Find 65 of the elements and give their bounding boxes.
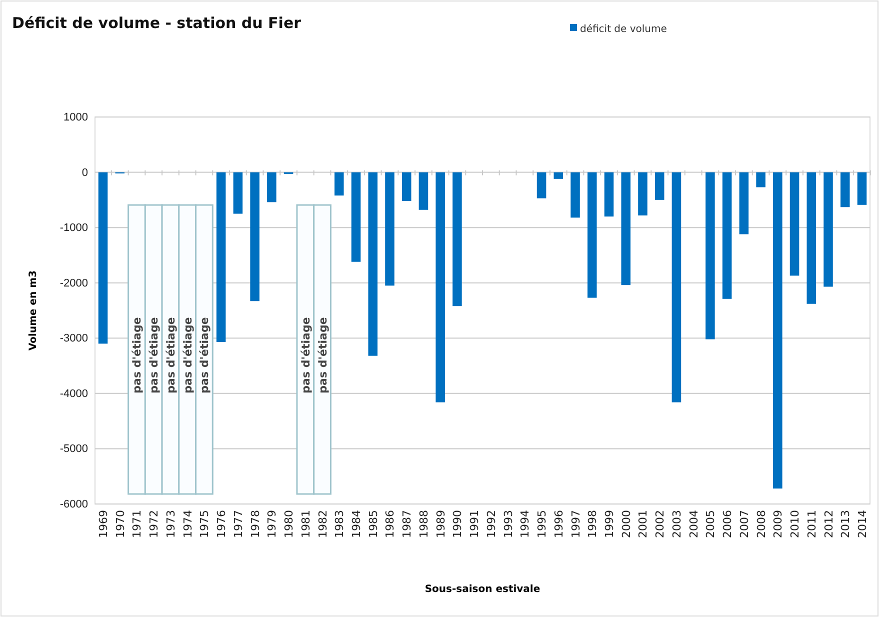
annotation: pas d'étiage — [130, 317, 144, 394]
x-tick-label: 2004 — [687, 510, 700, 538]
x-tick-label: 1976 — [215, 510, 228, 538]
y-tick-label: -6000 — [60, 498, 88, 511]
annotation: pas d'étiage — [316, 317, 330, 394]
x-tick-label: 1995 — [536, 510, 549, 538]
x-tick-label: 1974 — [181, 510, 194, 538]
x-tick-label: 1987 — [400, 510, 414, 538]
x-tick-label: 2012 — [822, 510, 836, 538]
x-tick-label: 2007 — [738, 510, 751, 538]
y-tick-label: -4000 — [60, 388, 88, 400]
chart-title: Déficit de volume - station du Fier — [12, 14, 302, 32]
y-tick-label: -1000 — [60, 222, 88, 234]
x-tick-label: 2011 — [805, 510, 818, 538]
y-tick-label: -3000 — [60, 332, 88, 345]
x-tick-label: 1969 — [97, 510, 110, 538]
legend-label: déficit de volume — [580, 24, 667, 35]
x-tick-label: 1975 — [198, 510, 212, 538]
x-tick-label: 1978 — [248, 510, 262, 538]
annotation: pas d'étiage — [164, 317, 178, 394]
y-tick-label: 0 — [82, 166, 88, 179]
x-tick-label: 1971 — [130, 510, 144, 538]
x-tick-label: 2009 — [772, 510, 785, 538]
annotation: pas d'étiage — [181, 317, 194, 394]
x-tick-label: 1982 — [316, 510, 330, 538]
x-tick-label: 1972 — [148, 510, 161, 538]
x-tick-label: 2006 — [721, 510, 734, 538]
annotation: pas d'étiage — [198, 317, 212, 394]
x-tick-label: 2002 — [654, 510, 667, 538]
x-tick-label: 2005 — [704, 510, 718, 538]
x-tick-label: 1994 — [518, 510, 532, 538]
x-tick-label: 1996 — [552, 510, 566, 538]
x-tick-label: 1983 — [333, 510, 346, 538]
x-tick-label: 1993 — [502, 510, 515, 538]
x-tick-label: 1991 — [468, 510, 482, 538]
x-tick-label: 1986 — [384, 510, 397, 538]
x-tick-label: 2008 — [754, 510, 768, 538]
x-tick-label: 1980 — [282, 510, 296, 538]
x-tick-label: 1988 — [417, 510, 430, 538]
x-tick-label: 1981 — [299, 510, 312, 538]
x-tick-label: 1977 — [232, 510, 245, 538]
x-tick-label: 1999 — [602, 510, 616, 538]
y-axis-title: Volume en m3 — [28, 270, 39, 351]
y-tick-label: 1000 — [64, 112, 88, 124]
y-tick-label: -5000 — [60, 443, 88, 456]
x-tick-label: 2001 — [636, 510, 650, 538]
x-tick-label: 1990 — [451, 510, 464, 538]
x-tick-label: 2013 — [839, 510, 852, 538]
x-tick-label: 2003 — [670, 510, 684, 538]
y-tick-label: -2000 — [60, 277, 88, 290]
annotation: pas d'étiage — [299, 317, 312, 394]
x-tick-label: 1997 — [569, 510, 582, 538]
annotation: pas d'étiage — [148, 317, 161, 394]
x-tick-label: 2014 — [856, 510, 869, 538]
x-tick-label: 1998 — [586, 510, 600, 538]
x-tick-label: 1970 — [114, 510, 127, 538]
x-tick-label: 2010 — [788, 510, 802, 538]
x-tick-label: 2000 — [620, 510, 633, 538]
x-tick-label: 1989 — [434, 510, 448, 538]
x-tick-label: 1992 — [484, 510, 498, 538]
x-tick-label: 1973 — [164, 510, 178, 538]
x-axis-title: Sous-saison estivale — [424, 584, 540, 595]
x-tick-label: 1985 — [366, 510, 380, 538]
x-tick-label: 1984 — [350, 510, 364, 538]
x-tick-label: 1979 — [266, 510, 279, 538]
